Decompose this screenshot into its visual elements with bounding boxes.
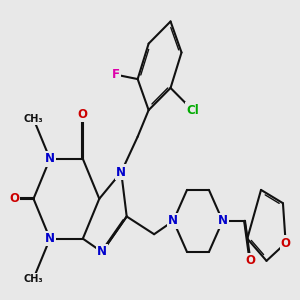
Text: N: N <box>218 214 228 227</box>
Text: N: N <box>97 245 107 259</box>
Text: CH₃: CH₃ <box>24 274 43 284</box>
Text: O: O <box>9 192 19 205</box>
Text: O: O <box>281 237 291 250</box>
Text: N: N <box>116 166 126 179</box>
Text: N: N <box>168 214 178 227</box>
Text: CH₃: CH₃ <box>24 114 43 124</box>
Text: O: O <box>78 108 88 121</box>
Text: O: O <box>245 254 255 267</box>
Text: Cl: Cl <box>186 103 199 117</box>
Text: N: N <box>45 152 55 165</box>
Text: N: N <box>45 232 55 245</box>
Text: F: F <box>112 68 120 81</box>
